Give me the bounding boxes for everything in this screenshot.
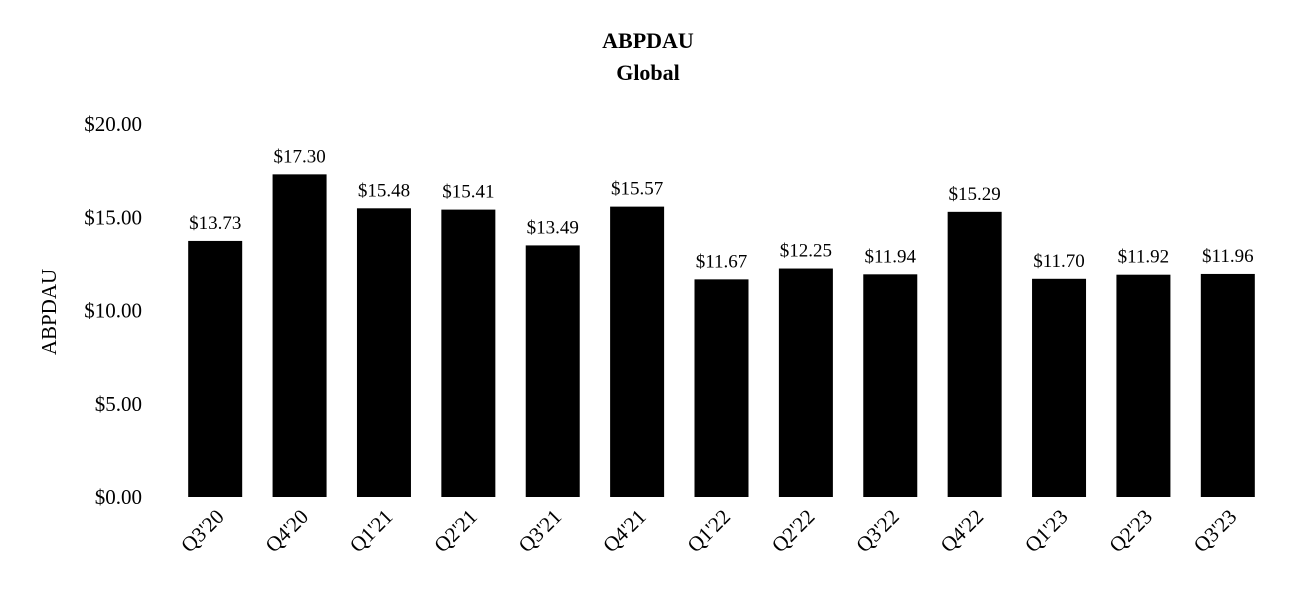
data-label: $11.92	[1118, 247, 1170, 268]
chart-title: ABPDAU	[602, 28, 694, 53]
x-tick-label: Q4'21	[598, 505, 651, 558]
x-tick-label: Q3'20	[176, 505, 229, 558]
y-tick-label: $20.00	[84, 112, 142, 136]
x-tick-label: Q4'20	[260, 505, 313, 558]
x-tick-label: Q4'22	[936, 505, 989, 558]
bar	[947, 211, 1002, 498]
y-axis-ticks: $0.00 $5.00 $10.00 $15.00 $20.00	[84, 112, 142, 509]
data-label: $17.30	[273, 146, 325, 167]
bar	[778, 268, 833, 497]
data-label: $12.25	[780, 241, 832, 262]
x-axis-ticks: Q3'20 Q4'20 Q1'21 Q2'21 Q3'21 Q4'21 Q1'22 Q2'22…	[176, 505, 1241, 558]
data-label: $15.57	[611, 179, 663, 200]
bar	[1032, 278, 1087, 497]
x-tick-label: Q1'23	[1020, 505, 1073, 558]
data-label: $11.70	[1033, 251, 1085, 272]
x-tick-label: Q3'21	[514, 505, 567, 558]
bar	[525, 245, 580, 497]
x-tick-label: Q2'21	[429, 505, 482, 558]
x-tick-label: Q2'22	[767, 505, 820, 558]
data-label: $11.96	[1202, 246, 1254, 267]
bar	[188, 240, 243, 498]
bar	[694, 279, 749, 497]
y-tick-label: $15.00	[84, 205, 142, 229]
bar	[863, 274, 918, 497]
y-axis-label: ABPDAU	[37, 269, 61, 355]
data-label: $15.41	[442, 182, 494, 203]
bar	[1116, 274, 1171, 497]
bar	[1200, 273, 1255, 497]
bar	[441, 209, 496, 497]
data-label: $15.29	[949, 184, 1001, 205]
chart-subtitle: Global	[616, 60, 680, 85]
bar	[610, 206, 665, 497]
data-label: $11.67	[696, 251, 748, 272]
x-tick-label: Q3'22	[851, 505, 904, 558]
y-tick-label: $5.00	[95, 392, 142, 416]
x-tick-label: Q1'21	[345, 505, 398, 558]
data-label: $13.49	[527, 217, 579, 238]
bar	[272, 174, 327, 498]
y-tick-label: $10.00	[84, 299, 142, 323]
x-tick-label: Q2'23	[1104, 505, 1157, 558]
data-labels: $13.73 $17.30 $15.48 $15.41 $13.49 $15.57 $11.…	[189, 146, 1254, 272]
x-tick-label: Q1'22	[682, 505, 735, 558]
data-label: $13.73	[189, 213, 241, 234]
bar	[356, 208, 411, 497]
data-label: $11.94	[864, 246, 916, 267]
bars	[188, 174, 1255, 498]
y-tick-label: $0.00	[95, 485, 142, 509]
data-label: $15.48	[358, 180, 410, 201]
x-tick-label: Q3'23	[1189, 505, 1242, 558]
